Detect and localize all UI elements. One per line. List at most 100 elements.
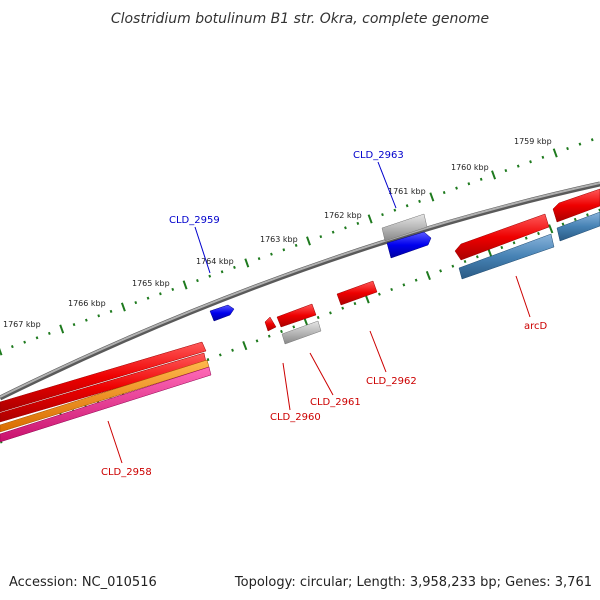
minor-tick — [316, 315, 320, 320]
minor-tick — [578, 142, 582, 146]
minor-tick — [439, 269, 443, 273]
minor-tick — [146, 296, 150, 300]
minor-tick — [329, 311, 332, 315]
gene-labels: CLD_2963 CLD_2959 arcD CLD_2962 CLD_2961… — [101, 150, 548, 478]
gene-cld-2961[interactable] — [276, 303, 317, 328]
kbp-label-1759: 1759 kbp — [514, 137, 552, 146]
genome-backbone — [0, 181, 600, 401]
minor-tick — [590, 138, 594, 142]
minor-tick — [109, 309, 113, 313]
minor-tick — [341, 306, 345, 310]
label-cld-2963[interactable]: CLD_2963 — [353, 150, 404, 161]
major-tick — [242, 341, 248, 351]
minor-tick — [516, 164, 520, 168]
minor-tick — [356, 221, 360, 225]
label-cld-2961[interactable]: CLD_2961 — [310, 397, 361, 408]
gene-small-red[interactable] — [264, 316, 277, 332]
minor-tick — [255, 339, 259, 343]
gene-cld-2963-grey[interactable] — [381, 213, 428, 242]
gene-red-arrow-large[interactable] — [454, 213, 550, 261]
gene-cld-2962[interactable] — [336, 280, 378, 306]
gene-cld-2959[interactable] — [209, 304, 235, 322]
minor-tick — [377, 292, 381, 296]
minor-tick — [220, 270, 224, 274]
minor-tick — [537, 231, 540, 236]
minor-tick — [529, 160, 532, 164]
label-arcd[interactable]: arcD — [524, 321, 548, 332]
minor-tick — [231, 348, 234, 352]
minor-tick — [405, 204, 409, 208]
gene-steelblue-right-edge[interactable] — [556, 211, 600, 242]
minor-tick — [84, 318, 88, 322]
major-tick — [244, 258, 250, 268]
minor-tick — [257, 257, 261, 261]
outer-tick-track — [0, 138, 594, 356]
minor-tick — [97, 314, 101, 318]
kbp-label-1765: 1765 kbp — [132, 279, 170, 288]
minor-tick — [267, 334, 271, 338]
minor-tick — [292, 325, 296, 329]
minor-tick — [218, 353, 222, 357]
minor-tick — [47, 331, 51, 335]
gene-red-right-edge[interactable] — [552, 188, 600, 223]
minor-tick — [479, 177, 483, 181]
major-tick — [0, 348, 3, 356]
minor-tick — [442, 190, 446, 195]
minor-tick — [159, 292, 162, 296]
minor-tick — [353, 301, 357, 306]
minor-tick — [196, 279, 199, 283]
label-cld-2958[interactable]: CLD_2958 — [101, 467, 152, 478]
major-tick — [59, 324, 65, 334]
gene-cld-2963[interactable] — [386, 231, 432, 259]
label-cld-2959[interactable]: CLD_2959 — [169, 215, 220, 226]
major-tick — [429, 192, 435, 202]
minor-tick — [331, 230, 335, 234]
left-band-group — [0, 341, 212, 443]
minor-tick — [524, 236, 528, 240]
minor-tick — [344, 226, 347, 230]
minor-tick — [455, 186, 458, 190]
minor-tick — [23, 340, 27, 344]
major-tick — [491, 170, 497, 180]
kbp-label-1763: 1763 kbp — [260, 235, 298, 244]
minor-tick — [463, 259, 467, 264]
gene-band-red-2 — [0, 352, 207, 423]
minor-tick — [390, 287, 394, 292]
minor-tick — [512, 241, 516, 245]
kbp-labels: 1759 kbp 1760 kbp 1761 kbp 1762 kbp 1763… — [3, 137, 552, 329]
kbp-label-1767: 1767 kbp — [3, 320, 41, 329]
minor-tick — [35, 336, 39, 340]
label-cld-2962[interactable]: CLD_2962 — [366, 376, 417, 387]
gene-arcd[interactable] — [458, 233, 555, 280]
minor-tick — [586, 213, 589, 217]
minor-tick — [414, 278, 418, 282]
major-tick — [306, 236, 311, 246]
major-tick — [552, 148, 558, 158]
kbp-label-1760: 1760 kbp — [451, 163, 489, 172]
minor-tick — [270, 252, 273, 256]
minor-tick — [418, 199, 421, 203]
minor-tick — [393, 208, 397, 212]
gene-band-pink — [0, 366, 212, 443]
kbp-label-1761: 1761 kbp — [388, 187, 426, 196]
minor-tick — [402, 283, 406, 287]
label-cld-2960[interactable]: CLD_2960 — [270, 412, 321, 423]
gene-band-red-1 — [0, 341, 207, 413]
accession-text: Accession: NC_010516 — [9, 575, 157, 590]
minor-tick — [573, 217, 577, 222]
minor-tick — [451, 264, 455, 268]
gene-cld-2960[interactable] — [281, 320, 322, 345]
minor-tick — [475, 255, 479, 259]
minor-tick — [10, 345, 14, 349]
minor-tick — [282, 248, 286, 252]
major-tick — [548, 224, 554, 234]
minor-tick — [566, 146, 569, 151]
minor-tick — [381, 213, 384, 217]
kbp-label-1764: 1764 kbp — [196, 257, 234, 266]
minor-tick — [561, 222, 565, 226]
kbp-label-1766: 1766 kbp — [68, 299, 106, 308]
minor-tick — [294, 243, 298, 247]
minor-tick — [171, 287, 175, 291]
minor-tick — [233, 265, 236, 269]
